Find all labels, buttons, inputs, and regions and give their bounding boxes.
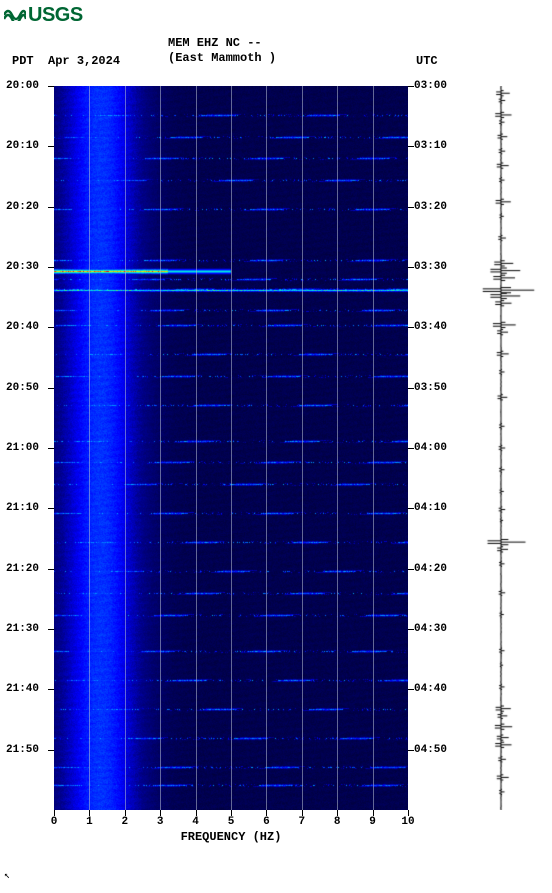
y-tick-left xyxy=(48,267,54,268)
y-tick-label-right: 03:20 xyxy=(414,201,447,213)
x-tick-label: 10 xyxy=(401,816,414,828)
header-right: UTC xyxy=(416,54,438,68)
y-tick-right xyxy=(408,508,414,509)
y-tick-label-right: 03:30 xyxy=(414,261,447,273)
grid-line-v xyxy=(231,86,232,810)
grid-line-v xyxy=(302,86,303,810)
y-tick-label-right: 03:00 xyxy=(414,80,447,92)
grid-line-v xyxy=(266,86,267,810)
y-tick-label-left: 20:10 xyxy=(6,140,39,152)
y-tick-left xyxy=(48,388,54,389)
header-date: Apr 3,2024 xyxy=(48,54,120,68)
y-tick-right xyxy=(408,689,414,690)
y-tick-label-left: 20:40 xyxy=(6,321,39,333)
grid-line-v xyxy=(373,86,374,810)
x-tick-label: 9 xyxy=(369,816,376,828)
station-location: (East Mammoth ) xyxy=(168,51,276,65)
header-left: PDT Apr 3,2024 xyxy=(12,54,120,68)
x-tick-label: 7 xyxy=(298,816,305,828)
station-code: MEM EHZ NC -- xyxy=(168,36,262,50)
y-tick-left xyxy=(48,86,54,87)
y-tick-right xyxy=(408,569,414,570)
x-tick-label: 0 xyxy=(51,816,58,828)
x-tick-label: 8 xyxy=(334,816,341,828)
grid-line-v xyxy=(125,86,126,810)
usgs-logo-text: USGS xyxy=(28,4,83,26)
y-tick-label-left: 21:40 xyxy=(6,683,39,695)
y-tick-label-right: 04:20 xyxy=(414,563,447,575)
y-tick-label-right: 03:10 xyxy=(414,140,447,152)
x-tick-label: 1 xyxy=(86,816,93,828)
y-tick-label-right: 04:10 xyxy=(414,502,447,514)
y-tick-right xyxy=(408,327,414,328)
y-tick-left xyxy=(48,207,54,208)
y-tick-right xyxy=(408,146,414,147)
cursor-mark: ↖ xyxy=(4,870,10,882)
y-tick-left xyxy=(48,327,54,328)
y-tick-label-right: 04:00 xyxy=(414,442,447,454)
y-tick-right xyxy=(408,750,414,751)
x-tick-label: 5 xyxy=(228,816,235,828)
x-tick-label: 6 xyxy=(263,816,270,828)
x-tick-label: 4 xyxy=(192,816,199,828)
y-tick-left xyxy=(48,629,54,630)
seismogram-canvas xyxy=(466,86,536,810)
grid-line-v xyxy=(89,86,90,810)
y-tick-right xyxy=(408,629,414,630)
y-tick-label-right: 04:50 xyxy=(414,744,447,756)
x-axis-title: FREQUENCY (HZ) xyxy=(54,830,408,844)
usgs-wave-icon xyxy=(4,4,26,27)
y-tick-left xyxy=(48,569,54,570)
y-tick-label-right: 03:40 xyxy=(414,321,447,333)
y-tick-right xyxy=(408,267,414,268)
y-tick-label-right: 04:40 xyxy=(414,683,447,695)
y-tick-label-left: 21:50 xyxy=(6,744,39,756)
seismogram-plot xyxy=(466,86,536,810)
y-tick-label-right: 03:50 xyxy=(414,382,447,394)
x-tick-label: 2 xyxy=(121,816,128,828)
y-tick-label-left: 20:20 xyxy=(6,201,39,213)
y-tick-label-left: 21:10 xyxy=(6,502,39,514)
y-tick-left xyxy=(48,508,54,509)
y-tick-left xyxy=(48,689,54,690)
y-tick-label-left: 20:50 xyxy=(6,382,39,394)
x-tick-label: 3 xyxy=(157,816,164,828)
right-tz: UTC xyxy=(416,54,438,68)
spectrogram-plot xyxy=(54,86,408,810)
y-tick-right xyxy=(408,388,414,389)
y-tick-right xyxy=(408,448,414,449)
header-center: MEM EHZ NC -- (East Mammoth ) xyxy=(168,36,276,66)
y-tick-label-left: 20:00 xyxy=(6,80,39,92)
usgs-logo: USGS xyxy=(4,4,83,27)
y-tick-label-left: 20:30 xyxy=(6,261,39,273)
grid-line-v xyxy=(196,86,197,810)
y-tick-left xyxy=(48,750,54,751)
left-tz: PDT xyxy=(12,54,34,68)
y-tick-label-left: 21:00 xyxy=(6,442,39,454)
grid-line-v xyxy=(337,86,338,810)
grid-line-v xyxy=(160,86,161,810)
y-tick-left xyxy=(48,448,54,449)
y-tick-label-left: 21:30 xyxy=(6,623,39,635)
y-tick-label-right: 04:30 xyxy=(414,623,447,635)
y-tick-right xyxy=(408,207,414,208)
y-tick-label-left: 21:20 xyxy=(6,563,39,575)
y-tick-right xyxy=(408,86,414,87)
y-tick-left xyxy=(48,146,54,147)
